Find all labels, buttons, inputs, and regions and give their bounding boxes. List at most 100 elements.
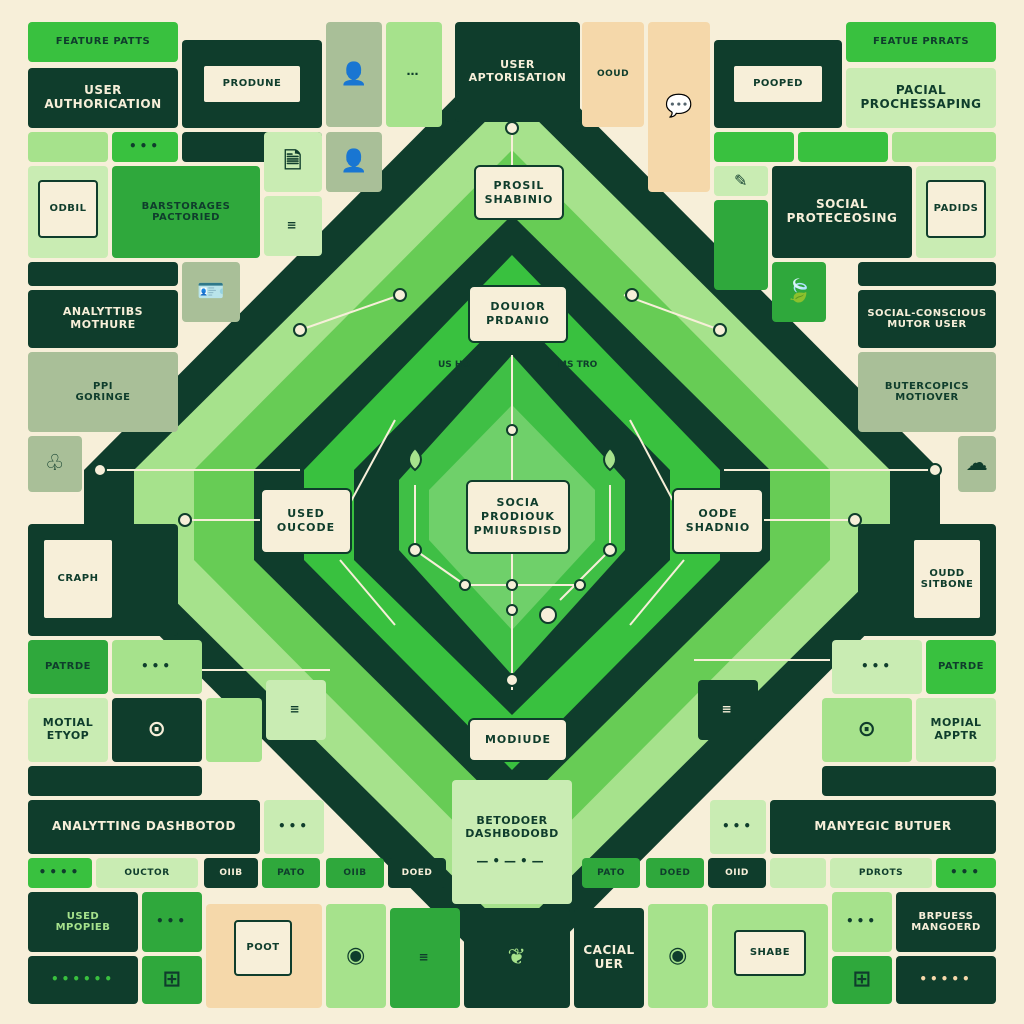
poored-card[interactable]: POOPED	[732, 64, 824, 104]
text-lines-icon-3: ≡	[721, 702, 735, 717]
motial-etyop-tile[interactable]: MOTIAL ETYOP	[28, 698, 108, 762]
dots-tile-left: •••	[112, 640, 202, 694]
peach-column: 💬	[648, 22, 710, 192]
oudd-sitbone-card[interactable]: OUDD SITBONE	[912, 538, 982, 620]
bottom-label-doed-1[interactable]: DOED	[388, 858, 446, 888]
user-avatar-icon: 👤	[340, 61, 368, 87]
hub-card-bottom[interactable]: MODIUDE	[468, 718, 568, 762]
radio-button-icon-right[interactable]: ◉	[668, 943, 688, 968]
bottom-label-oiid[interactable]: OIID	[708, 858, 766, 888]
radio-button-icon[interactable]: ◉	[346, 943, 366, 968]
brpuess-mangoerd-tile[interactable]: BRPUESS MANGOERD	[896, 892, 996, 952]
hub-leaf-markers	[408, 446, 617, 472]
id-card-icon: 🪪	[197, 279, 225, 304]
center-dashboard-title: BETODOER DASHBODOBD	[465, 814, 559, 841]
chat-bubble-icon: 💬	[665, 94, 693, 119]
small-text-tile: ≡	[264, 196, 322, 256]
bottom-label-pato-2[interactable]: PATO	[582, 858, 640, 888]
bottom-label-pato-1[interactable]: PATO	[262, 858, 320, 888]
bottom-label-oiib-1[interactable]: OIIB	[204, 858, 258, 888]
hub-card-left[interactable]: USED OUCODE	[260, 488, 352, 554]
manyecic-butuer-tile[interactable]: MANYEGIC BUTUER	[770, 800, 996, 854]
dots-icon-6: •••	[155, 914, 188, 929]
bottom-label-outlook[interactable]: OUCTOR	[96, 858, 198, 888]
grid-tile-right: ⊞	[832, 956, 892, 1004]
bottom-label-oiib-2[interactable]: OIIB	[326, 858, 384, 888]
cloud-tile-right: ☁	[958, 436, 996, 492]
dots-icon-9: •••••	[919, 972, 973, 987]
mopial-apptr-tile[interactable]: MOPIAL APPTR	[916, 698, 996, 762]
strip-right-3	[892, 132, 996, 162]
note-tile: ✎	[714, 166, 768, 196]
dash-small-left: •••	[264, 800, 324, 854]
feature-tab-left[interactable]: FEATURE PATTS	[28, 22, 178, 62]
odbil-panel: ODBIL	[28, 166, 108, 258]
footer-leaf-dark: ❦	[464, 908, 570, 1008]
text-tile-right: ≡	[698, 680, 758, 740]
text-tile-left: ≡	[266, 680, 326, 740]
analytics-module-tile[interactable]: ANALYTTIBS MOTHURE	[28, 290, 178, 348]
hub-card-top[interactable]: PROSIL SHABINIO	[474, 165, 564, 220]
hub-card-center[interactable]: SOCIA PRODIOUK PMIURSDISD	[466, 480, 570, 554]
hub-tag-upper-left: US HO	[438, 360, 471, 370]
patrde-left-tile[interactable]: PATRDE	[28, 640, 108, 694]
dots-icon-8: ••••••	[50, 972, 116, 987]
bottom-label-pdrots[interactable]: PDROTS	[830, 858, 932, 888]
note-icon: ✎	[734, 171, 748, 190]
analytics-dashboard-tile[interactable]: ANALYTTING DASHBOTOD	[28, 800, 260, 854]
text-lines-icon-4: ≡	[418, 950, 432, 965]
dots-icon-5: •••	[949, 865, 982, 880]
text-lines-icon: ≡	[286, 218, 300, 233]
text-lines-icon-2: ≡	[289, 702, 303, 717]
strip-left-1	[28, 132, 108, 162]
person-icon: 👤	[340, 149, 368, 174]
produne-card[interactable]: PRODUNE	[202, 64, 302, 104]
shabe-card[interactable]: SHABE	[734, 930, 806, 976]
strip-right-4	[858, 262, 996, 286]
grid-icon-right: ⊞	[852, 967, 872, 992]
odbil-card[interactable]: ODBIL	[38, 180, 98, 238]
radio-tile-footer: ◉	[326, 904, 386, 1008]
craph-card[interactable]: CRAPH	[42, 538, 114, 620]
radio-dot-icon-right[interactable]: ⊙	[857, 717, 877, 742]
hub-card-right[interactable]: OODE SHADNIO	[672, 488, 764, 554]
dots-tile-right: •••	[832, 640, 922, 694]
footer-dark-left: ••••••	[28, 956, 138, 1004]
dots-icon-2: •••	[277, 819, 310, 834]
patrde-right-tile[interactable]: PATRDE	[926, 640, 996, 694]
bottom-row-cell-end: •••	[936, 858, 996, 888]
user-module-tile[interactable]: USED MPOPIEB	[28, 892, 138, 952]
shabe-panel: SHABE	[712, 904, 828, 1008]
social-protocessing-tile[interactable]: SOCIAL PROTECEOSING	[772, 166, 912, 258]
radio-tile-footer-right: ◉	[648, 904, 708, 1008]
craph-panel: CRAPH	[28, 524, 178, 636]
menu-dots-icon: ⋯	[406, 66, 422, 81]
dots-icon: •••	[128, 139, 161, 154]
dots-tile-top: ⋯	[386, 22, 442, 127]
hub-tag-upper-right: MS TRO	[558, 360, 598, 370]
feature-tab-right[interactable]: FEATUE PRRATS	[846, 22, 996, 62]
ppi-gorenge-tile[interactable]: PPI GORINGE	[28, 352, 178, 432]
radio-dot-icon[interactable]: ⊙	[147, 717, 167, 742]
pacial-processing-tile[interactable]: PACIAL PROCHESSAPING	[846, 68, 996, 128]
dots-icon-4: ••••	[38, 865, 82, 880]
bottom-row-cell-1: ••••	[28, 858, 92, 888]
hub-card-upper[interactable]: DOUIOR PRDANIO	[468, 285, 568, 343]
banstorages-tile[interactable]: BARSTORAGES PACTORIED	[112, 166, 260, 258]
grid-icon: ⊞	[162, 967, 182, 992]
butercopics-tile[interactable]: BUTERCOPICS MOTIOVER	[858, 352, 996, 432]
social-conscious-tile[interactable]: SOCIAL-CONSCIOUS MUTOR USER	[858, 290, 996, 348]
user-authentication-tile[interactable]: USER AUTHORICATION	[28, 68, 178, 128]
dots-icon-3: •••	[721, 819, 754, 834]
avatar-tile: 👤	[326, 22, 382, 127]
poot-card[interactable]: POOT	[234, 920, 292, 976]
radio-tile-left: ⊙	[112, 698, 202, 762]
strip-lower-right	[822, 766, 996, 796]
hub-nodes	[93, 121, 942, 687]
cacial-user-tile[interactable]: CACIAL UER	[574, 908, 644, 1008]
bottom-label-doed-2[interactable]: DOED	[646, 858, 704, 888]
leaf-badge-icon: ♧	[44, 451, 66, 476]
slider-dots-icon[interactable]: —•—•—	[476, 853, 548, 868]
padids-card[interactable]: PADIDS	[926, 180, 986, 238]
